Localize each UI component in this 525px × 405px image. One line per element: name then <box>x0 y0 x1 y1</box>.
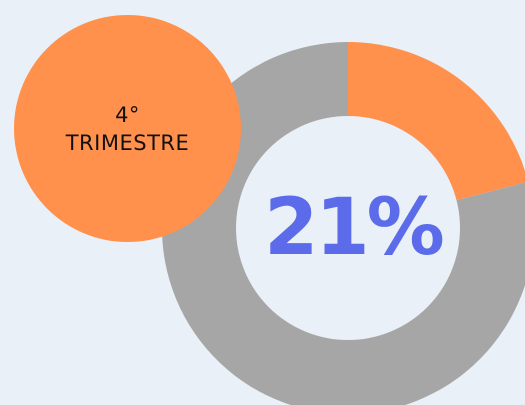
quarter-badge-label: TRIMESTRE <box>65 130 190 155</box>
quarter-badge: 4° TRIMESTRE <box>14 15 241 242</box>
percentage-value: 21% <box>264 183 445 273</box>
donut-hole <box>236 116 460 340</box>
quarter-badge-number: 4° <box>115 102 140 127</box>
